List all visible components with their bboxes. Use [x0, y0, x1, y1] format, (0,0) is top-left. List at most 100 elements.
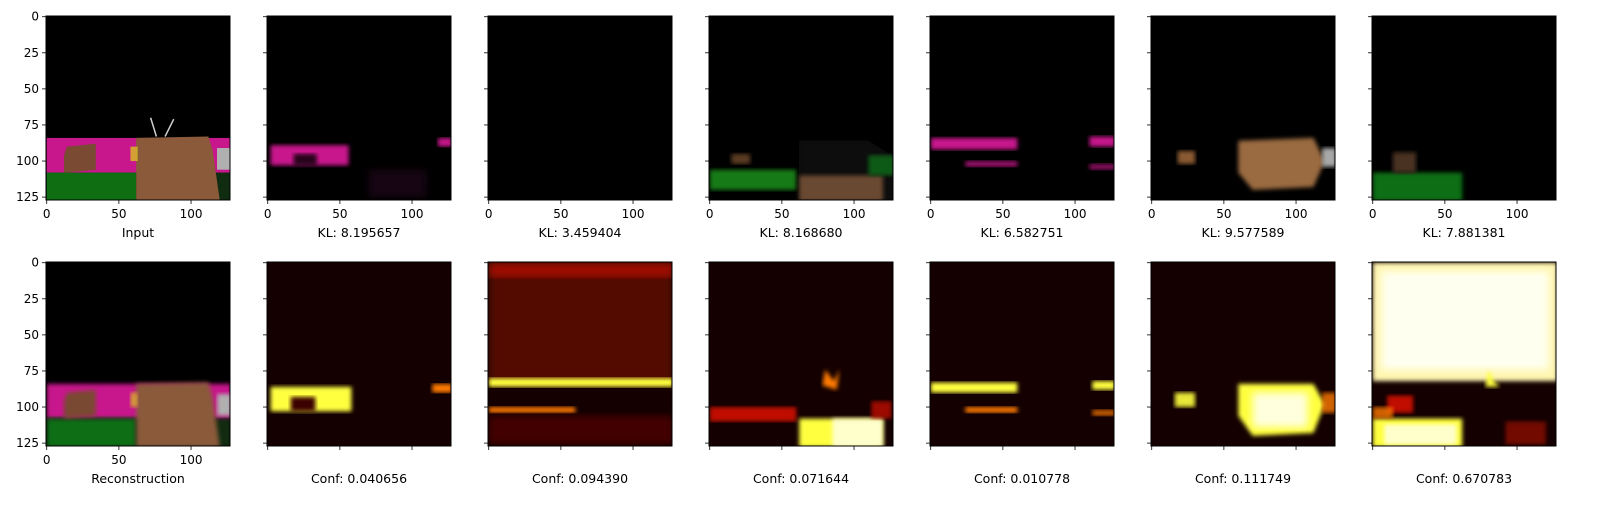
bottom-panel-6: Conf: 0.670783	[1368, 261, 1557, 486]
x-tick-label: 50	[1437, 207, 1452, 221]
green-floor	[46, 418, 137, 446]
big-box	[136, 382, 220, 446]
axes-frame	[266, 15, 452, 201]
x-tick-label: 100	[180, 453, 203, 467]
metal-object	[217, 394, 230, 416]
x-tick-label: 0	[927, 207, 935, 221]
bottom-panel-4: Conf: 0.010778	[926, 261, 1115, 486]
heat	[1092, 381, 1114, 390]
metal-object	[217, 148, 230, 170]
axes-frame	[708, 15, 894, 201]
bottom-panel-2: Conf: 0.094390	[484, 261, 673, 486]
heat	[871, 401, 892, 419]
axes-frame	[1371, 15, 1557, 201]
bottom-panel-5: Conf: 0.111749	[1147, 261, 1336, 486]
x-tick-label: 0	[264, 207, 272, 221]
axes-frame	[929, 261, 1115, 447]
panel-label: Conf: 0.040656	[311, 471, 407, 486]
slot-gap	[293, 153, 317, 166]
slot-pink-right	[438, 137, 451, 147]
image-background	[267, 16, 451, 200]
heat	[1252, 392, 1308, 428]
antenna	[164, 118, 175, 137]
heat	[1505, 421, 1546, 445]
heat-flame	[1485, 369, 1500, 387]
y-tick-label: 75	[24, 364, 39, 378]
heat	[965, 407, 1018, 413]
small-box	[64, 389, 96, 419]
y-tick-label: 125	[16, 190, 39, 204]
yellow-marker	[130, 392, 138, 408]
slot-green-right	[868, 155, 893, 176]
y-tick-label: 75	[24, 118, 39, 132]
panel-label: Conf: 0.010778	[974, 471, 1070, 486]
heat	[709, 407, 797, 422]
slot-green	[709, 169, 797, 190]
heat	[1092, 409, 1114, 416]
slot-box-front	[799, 175, 883, 200]
panel-label: KL: 3.459404	[539, 225, 622, 240]
x-tick-label: 100	[622, 207, 645, 221]
panel-label: KL: 8.195657	[318, 225, 401, 240]
heat	[832, 418, 883, 446]
slot-stripe	[965, 161, 1018, 167]
axes-frame	[487, 261, 673, 447]
axes-frame	[1150, 261, 1336, 447]
y-tick-label: 25	[24, 292, 39, 306]
slot-faint	[368, 169, 427, 198]
slot-small-box	[731, 153, 751, 164]
top-panel-0: 0 25 50 75 100 125 0 50 100 Input	[16, 10, 231, 240]
y-tick-label: 0	[31, 256, 39, 270]
x-tick-label: 50	[553, 207, 568, 221]
slot-small	[1392, 152, 1417, 173]
slot-green	[1372, 172, 1463, 200]
panel-label: KL: 6.582751	[981, 225, 1064, 240]
bottom-panel-1: Conf: 0.040656	[263, 261, 452, 486]
x-tick-label: 0	[485, 207, 493, 221]
panel-label: Conf: 0.071644	[753, 471, 849, 486]
antenna	[149, 117, 158, 137]
slot-metal	[1322, 148, 1335, 167]
x-tick-label: 50	[111, 207, 126, 221]
slot-small	[1177, 150, 1196, 164]
x-tick-label: 50	[332, 207, 347, 221]
heat-flame	[822, 369, 840, 390]
heat-line	[488, 407, 576, 413]
heat-line	[488, 378, 672, 387]
heat-bg	[1381, 271, 1549, 370]
heat	[1384, 424, 1457, 445]
heat-low	[488, 415, 672, 445]
heat-bg	[488, 262, 672, 384]
x-tick-label: 0	[706, 207, 714, 221]
y-tick-label: 100	[16, 400, 39, 414]
y-tick-label: 100	[16, 154, 39, 168]
x-tick-label: 50	[111, 453, 126, 467]
image-background	[488, 16, 672, 200]
x-tick-label: 100	[1064, 207, 1087, 221]
heat-background	[267, 262, 451, 446]
x-tick-label: 100	[843, 207, 866, 221]
x-tick-label: 100	[1506, 207, 1529, 221]
y-tick-label: 125	[16, 436, 39, 450]
axes-frame	[1150, 15, 1336, 201]
panel-label: KL: 9.577589	[1202, 225, 1285, 240]
x-tick-label: 0	[43, 453, 51, 467]
heat	[1174, 392, 1196, 408]
heat-top	[488, 262, 672, 278]
green-floor	[46, 172, 137, 200]
heat	[1372, 407, 1393, 419]
heat	[432, 383, 451, 393]
panel-label: KL: 8.168680	[760, 225, 843, 240]
axes-frame	[266, 261, 452, 447]
yellow-marker	[130, 146, 138, 162]
panel-label: Input	[122, 225, 154, 240]
slot-stripe	[1089, 136, 1114, 147]
axes-frame	[1371, 261, 1557, 447]
slot-brown	[1238, 137, 1325, 190]
